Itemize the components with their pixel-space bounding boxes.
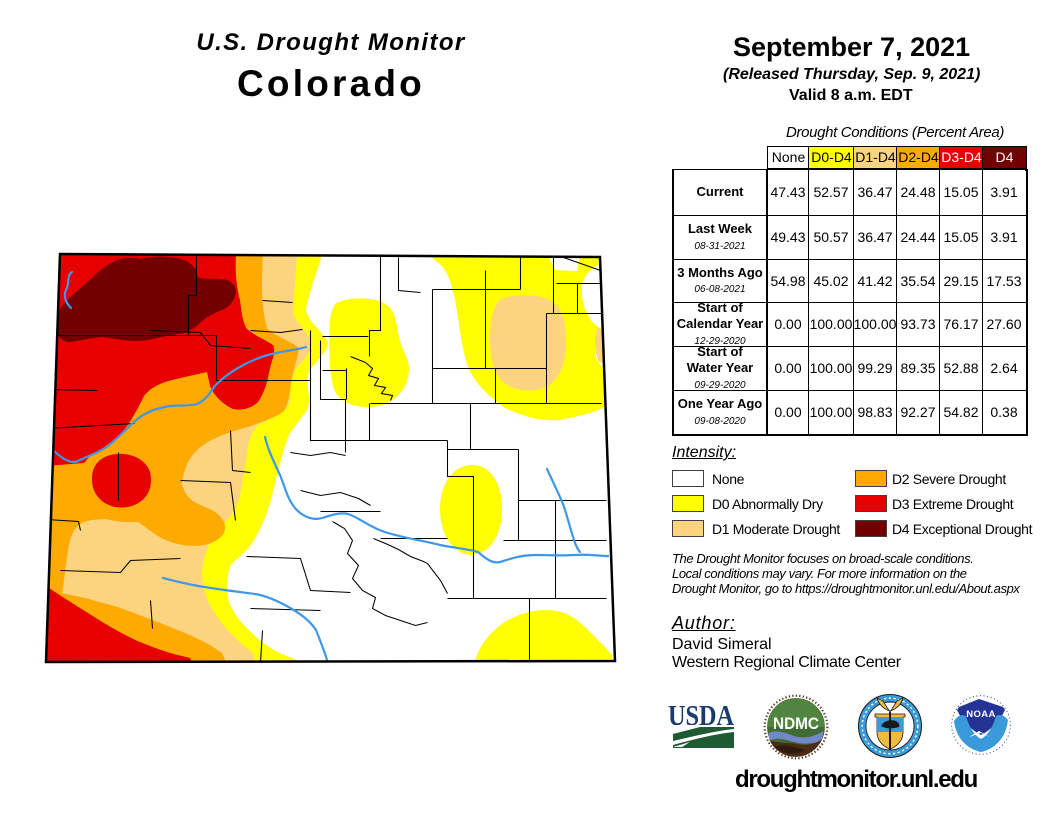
svg-text:NOAA: NOAA — [966, 709, 996, 720]
svg-text:NDMC: NDMC — [773, 714, 819, 733]
